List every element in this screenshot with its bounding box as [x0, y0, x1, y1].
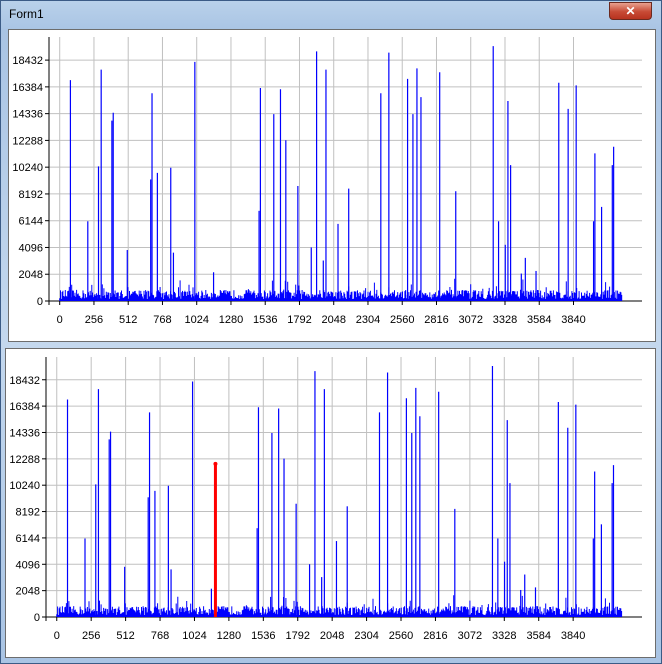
x-tick-label: 2816	[424, 314, 448, 326]
y-tick-label: 12288	[9, 454, 40, 466]
y-tick-label: 0	[34, 612, 40, 624]
x-tick-label: 256	[85, 314, 103, 326]
y-tick-label: 12288	[12, 135, 43, 147]
x-tick-label: 3584	[526, 630, 550, 642]
y-tick-label: 8192	[16, 507, 40, 519]
y-tick-label: 4096	[19, 242, 43, 254]
x-tick-label: 0	[54, 630, 60, 642]
y-tick-label: 0	[37, 296, 43, 308]
x-tick-label: 3328	[492, 630, 516, 642]
y-tick-label: 14336	[12, 109, 43, 121]
bottom-chart[interactable]: 0204840966144819210240122881433616384184…	[6, 349, 655, 657]
top-chart-panel[interactable]: 0 2048 4096 6144 8192 10240 12288 14336 16384 184…	[8, 29, 656, 342]
x-tick-label: 3584	[527, 314, 551, 326]
y-tick-label: 2048	[19, 269, 43, 281]
y-tick-label: 10240	[12, 162, 43, 174]
x-tick-label: 1280	[217, 630, 241, 642]
y-tick-label: 18432	[12, 55, 43, 67]
x-tick-label: 2560	[389, 630, 413, 642]
x-tick-label: 1536	[251, 630, 275, 642]
y-tick-label: 18432	[9, 375, 40, 387]
x-tick-label: 3072	[458, 630, 482, 642]
cursor-marker-head	[213, 461, 218, 466]
y-tick-label: 2048	[16, 586, 40, 598]
x-tick-label: 1792	[285, 630, 309, 642]
y-tick-label: 14336	[9, 427, 40, 439]
x-tick-label: 2048	[320, 630, 344, 642]
x-tick-label: 1280	[219, 314, 243, 326]
x-tick-label: 3840	[561, 314, 585, 326]
x-tick-label: 1024	[184, 314, 208, 326]
top-chart[interactable]: 0204840966144819210240122881433616384184…	[9, 30, 655, 341]
x-tick-label: 256	[82, 630, 100, 642]
y-tick-label: 8192	[19, 189, 43, 201]
x-tick-label: 768	[151, 630, 169, 642]
x-tick-label: 768	[153, 314, 171, 326]
signal-noise	[59, 278, 623, 301]
bottom-chart-panel[interactable]: 0 2048 4096 6144 8192 10240 12288 14336 16384 184…	[5, 348, 656, 658]
window-title: Form1	[9, 7, 44, 21]
x-tick-label: 512	[119, 314, 137, 326]
x-tick-label: 1024	[182, 630, 206, 642]
y-tick-label: 6144	[19, 216, 43, 228]
x-tick-label: 2048	[321, 314, 345, 326]
signal-noise	[56, 595, 623, 617]
y-tick-label: 16384	[12, 82, 43, 94]
y-tick-label: 16384	[9, 401, 40, 413]
title-bar[interactable]: Form1 ✕	[1, 1, 661, 27]
close-icon: ✕	[625, 4, 636, 18]
y-tick-label: 4096	[16, 559, 40, 571]
x-tick-label: 0	[57, 314, 63, 326]
x-tick-label: 3072	[458, 314, 482, 326]
y-tick-label: 10240	[9, 480, 40, 492]
x-tick-label: 1792	[287, 314, 311, 326]
x-tick-label: 3328	[493, 314, 517, 326]
x-tick-label: 3840	[561, 630, 585, 642]
x-tick-label: 2560	[390, 314, 414, 326]
x-tick-label: 2816	[423, 630, 447, 642]
x-tick-label: 1536	[253, 314, 277, 326]
y-tick-label: 6144	[16, 533, 40, 545]
x-tick-label: 2304	[356, 314, 380, 326]
close-button[interactable]: ✕	[609, 2, 652, 20]
x-tick-label: 512	[116, 630, 134, 642]
x-tick-label: 2304	[354, 630, 378, 642]
